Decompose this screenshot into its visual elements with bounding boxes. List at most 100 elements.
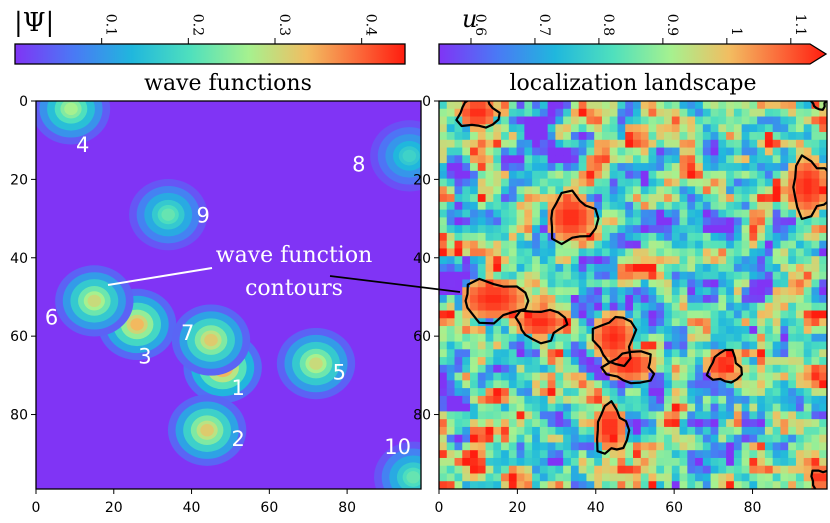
landscape-cell	[695, 108, 704, 117]
landscape-cell	[570, 108, 580, 117]
landscape-cell	[539, 178, 549, 187]
landscape-cell	[788, 178, 797, 187]
landscape-cell	[609, 132, 618, 141]
landscape-cell	[578, 194, 587, 203]
state-label: 6	[45, 306, 58, 330]
landscape-cell	[710, 333, 719, 342]
landscape-cell	[671, 139, 680, 148]
landscape-cell	[617, 287, 626, 296]
landscape-cell	[788, 341, 797, 350]
landscape-cell	[485, 132, 494, 141]
colorbar-tick-label: 0.2	[189, 14, 205, 36]
landscape-cell	[516, 101, 525, 110]
landscape-cell	[764, 426, 774, 436]
colorbar-ticks-left: 0.1 0.2 0.3 0.4	[101, 14, 379, 44]
landscape-cell	[601, 217, 611, 226]
landscape-cell	[726, 481, 735, 489]
landscape-cell	[493, 132, 502, 141]
landscape-cell	[749, 271, 758, 280]
landscape-cell	[563, 232, 572, 242]
landscape-cell	[493, 108, 502, 117]
landscape-cell	[555, 465, 564, 474]
landscape-cell	[555, 186, 564, 195]
landscape-cell	[586, 419, 595, 428]
landscape-cell	[601, 333, 611, 342]
landscape-cell	[563, 287, 572, 296]
landscape-cell	[795, 388, 805, 397]
landscape-cell	[617, 108, 626, 117]
landscape-cell	[446, 116, 455, 125]
landscape-cell	[811, 287, 820, 296]
landscape-cell	[601, 372, 611, 381]
landscape-cell	[609, 108, 618, 117]
landscape-cell	[664, 201, 673, 211]
landscape-cell	[726, 310, 735, 319]
landscape-cell	[749, 341, 758, 350]
landscape-cell	[539, 271, 549, 280]
y-tick-label: 80	[10, 408, 28, 424]
landscape-cell	[819, 302, 827, 311]
landscape-cell	[516, 108, 525, 117]
landscape-cell	[741, 341, 750, 350]
landscape-cell	[780, 434, 789, 443]
landscape-cell	[547, 279, 556, 288]
landscape-cell	[648, 341, 657, 350]
landscape-cell	[664, 256, 673, 265]
landscape-cell	[516, 333, 525, 342]
x-tick-label: 20	[508, 500, 526, 516]
landscape-cell	[788, 132, 797, 141]
landscape-cell	[454, 465, 463, 474]
landscape-cell	[695, 178, 704, 187]
landscape-cell	[671, 388, 680, 397]
landscape-cell	[795, 217, 805, 226]
landscape-cell	[501, 108, 510, 117]
landscape-cell	[702, 263, 711, 273]
landscape-cell	[687, 395, 696, 405]
landscape-cell	[524, 364, 533, 373]
landscape-cell	[687, 372, 696, 381]
landscape-cell	[741, 302, 750, 311]
peak-ring	[161, 208, 175, 221]
landscape-cell	[640, 194, 649, 203]
landscape-cell	[695, 481, 704, 489]
landscape-cell	[617, 271, 626, 280]
landscape-cell	[547, 124, 556, 133]
landscape-cell	[726, 217, 735, 226]
landscape-cell	[819, 295, 827, 304]
landscape-cell	[609, 473, 618, 482]
landscape-cell	[493, 411, 502, 420]
landscape-cell	[555, 232, 564, 242]
landscape-cell	[733, 163, 743, 172]
landscape-cell	[625, 473, 634, 482]
x-tick-label: 0	[435, 500, 444, 516]
landscape-cell	[439, 186, 448, 195]
landscape-cell	[501, 388, 510, 397]
landscape-cell	[633, 116, 642, 125]
landscape-cell	[733, 170, 743, 179]
landscape-cell	[578, 163, 587, 172]
landscape-cell	[578, 201, 587, 211]
landscape-cell	[819, 357, 827, 366]
landscape-cell	[570, 341, 580, 350]
landscape-cell	[679, 116, 688, 125]
landscape-cell	[757, 101, 766, 110]
landscape-cell	[625, 116, 634, 125]
landscape-cell	[710, 116, 719, 125]
landscape-cell	[757, 481, 766, 489]
landscape-cell	[803, 163, 812, 172]
landscape-cell	[664, 101, 673, 110]
landscape-cell	[477, 419, 486, 428]
landscape-cell	[586, 310, 595, 319]
landscape-cell	[664, 232, 673, 242]
landscape-cell	[485, 450, 494, 459]
landscape-cell	[439, 209, 448, 218]
landscape-cell	[726, 450, 735, 459]
landscape-cell	[640, 170, 649, 179]
landscape-cell	[726, 465, 735, 474]
landscape-cell	[640, 457, 649, 467]
landscape-cell	[710, 310, 719, 319]
landscape-cell	[539, 403, 549, 412]
landscape-cell	[601, 256, 611, 265]
landscape-cell	[702, 465, 711, 474]
landscape-cell	[439, 434, 448, 443]
